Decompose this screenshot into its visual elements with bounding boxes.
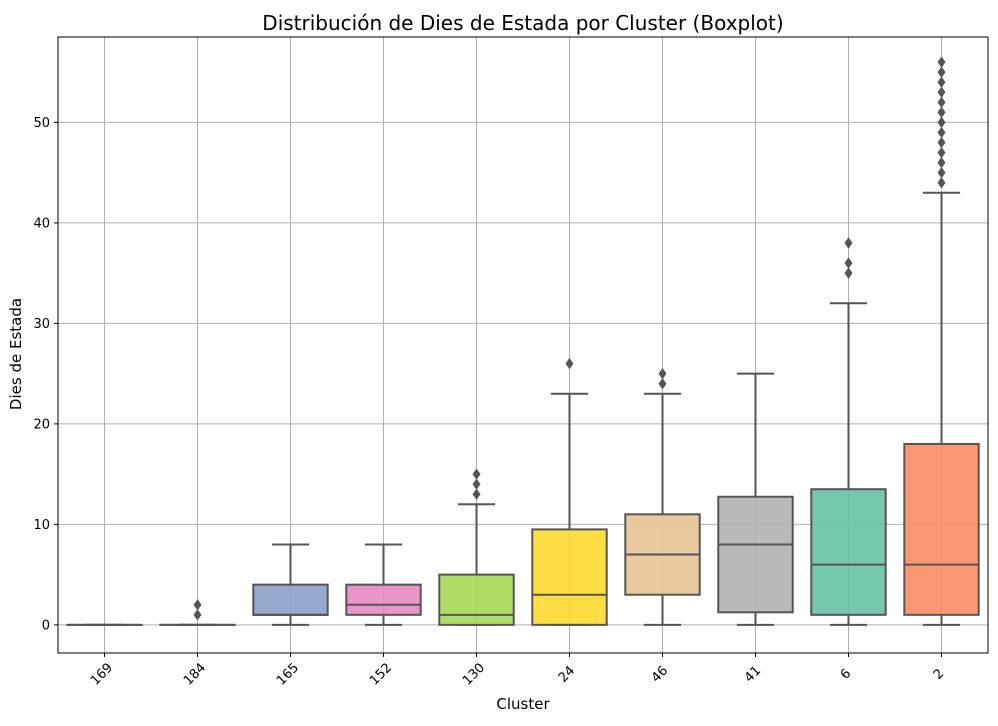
box-152 [346,544,420,624]
outlier-point [938,67,945,77]
outlier-point [938,168,945,178]
outlier-point [845,258,852,268]
box-24 [532,359,606,625]
x-tick-label: 46 [649,663,671,685]
outlier-point [659,369,666,379]
box-body [532,529,606,624]
x-tick-label: 184 [181,660,209,688]
outlier-point [194,600,201,610]
y-tick-label: 50 [33,116,50,131]
box-130 [439,469,513,625]
outlier-point [938,158,945,168]
box-41 [718,374,792,625]
y-tick-label: 10 [33,518,50,533]
box-body [811,489,885,615]
outlier-point [845,238,852,248]
outlier-point [938,87,945,97]
y-axis-label: Dies de Estada [7,298,25,410]
outlier-point [473,479,480,489]
outlier-point [659,379,666,389]
x-tick-label: 41 [742,663,764,685]
box-2 [904,57,978,625]
chart-title: Distribución de Dies de Estada por Clust… [262,11,783,35]
outlier-point [473,489,480,499]
outlier-point [938,97,945,107]
outlier-point [938,117,945,127]
box-body [346,585,420,615]
outlier-point [938,127,945,137]
box-body [718,497,792,613]
outlier-point [938,77,945,87]
outlier-point [938,148,945,158]
outlier-point [938,178,945,188]
outlier-point [566,359,573,369]
box-layer [67,57,978,625]
y-tick-label: 40 [33,216,50,231]
x-tick-label: 130 [460,660,488,688]
x-axis-label: Cluster [496,695,550,713]
box-body [253,585,327,615]
outlier-point [473,469,480,479]
x-tick-label: 24 [556,663,578,685]
x-tick-label: 2 [931,666,947,682]
outlier-point [194,610,201,620]
y-tick-label: 30 [33,317,50,332]
x-tick-label: 169 [88,660,116,688]
box-165 [253,544,327,624]
outlier-point [845,268,852,278]
x-tick-label: 152 [367,660,395,688]
outlier-point [938,57,945,67]
box-body [904,444,978,615]
outlier-point [938,138,945,148]
outlier-point [938,107,945,117]
x-tick-label: 165 [274,660,302,688]
x-tick-label: 6 [838,666,854,682]
y-tick-label: 20 [33,417,50,432]
y-tick-label: 0 [42,618,50,633]
box-46 [625,369,699,625]
box-body [439,575,513,625]
